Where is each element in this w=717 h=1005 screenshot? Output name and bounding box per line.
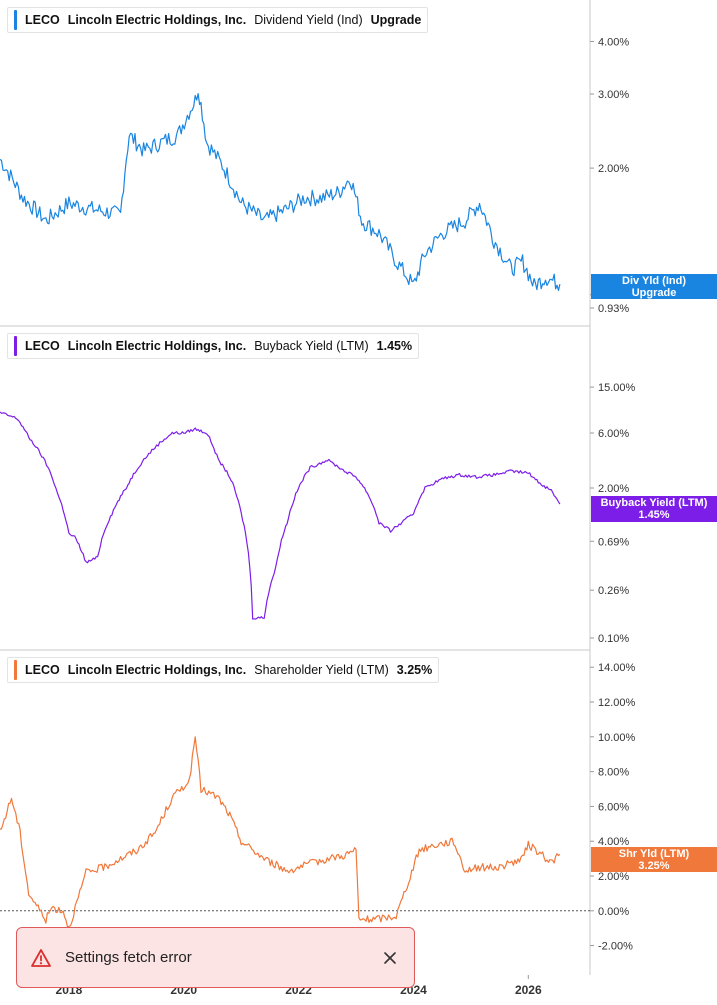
close-icon[interactable]	[382, 950, 398, 966]
toast-message: Settings fetch error	[65, 949, 192, 966]
x-tick-label: 2026	[515, 983, 542, 997]
warning-triangle-icon	[31, 948, 51, 968]
series-color-swatch	[14, 10, 17, 30]
y-tick-label: 4.00%	[598, 36, 629, 48]
y-tick-label: 12.00%	[598, 697, 636, 709]
y-tick-label: -2.00%	[598, 941, 633, 953]
y-tick-label: 0.00%	[598, 906, 629, 918]
y-tick-label: 2.00%	[598, 871, 629, 883]
legend-metric: Shareholder Yield (LTM)	[254, 663, 389, 677]
series-color-swatch	[14, 336, 17, 356]
shareholder-yield-value-tag: Shr Yld (LTM) 3.25%	[591, 847, 717, 872]
y-tick-label: 15.00%	[598, 382, 636, 394]
tag-line2: 1.45%	[638, 509, 670, 521]
legend-ticker: LECO	[25, 663, 60, 677]
buyback-yield-value-tag: Buyback Yield (LTM) 1.45%	[591, 496, 717, 522]
legend-ticker: LECO	[25, 13, 60, 27]
legend-value: Upgrade	[370, 13, 422, 27]
tag-line1: Div Yld (Ind)	[622, 274, 686, 287]
dividend-yield-value-tag: Div Yld (Ind) Upgrade	[591, 274, 717, 299]
legend-value: 3.25%	[396, 663, 433, 677]
tag-line1: Buyback Yield (LTM)	[600, 497, 708, 509]
y-tick-label: 0.26%	[598, 585, 629, 597]
legend-ticker: LECO	[25, 339, 60, 353]
series-line	[0, 93, 561, 291]
series-color-swatch	[14, 660, 17, 680]
y-tick-label: 8.00%	[598, 767, 629, 779]
buyback-yield-legend[interactable]: LECO Lincoln Electric Holdings, Inc. Buy…	[7, 333, 420, 359]
legend-value: 1.45%	[376, 339, 413, 353]
y-tick-label: 6.00%	[598, 801, 629, 813]
legend-metric: Buyback Yield (LTM)	[254, 339, 369, 353]
legend-company: Lincoln Electric Holdings, Inc.	[67, 663, 247, 677]
tag-line2: 3.25%	[638, 859, 670, 872]
y-tick-label: 0.10%	[598, 633, 629, 645]
y-tick-label: 6.00%	[598, 428, 629, 440]
y-tick-label: 0.69%	[598, 536, 629, 548]
shareholder-yield-legend[interactable]: LECO Lincoln Electric Holdings, Inc. Sha…	[7, 657, 440, 683]
legend-metric: Dividend Yield (Ind)	[254, 13, 363, 27]
y-tick-label: 14.00%	[598, 662, 636, 674]
y-tick-label: 4.00%	[598, 836, 629, 848]
legend-company: Lincoln Electric Holdings, Inc.	[67, 339, 247, 353]
y-tick-label: 0.93%	[598, 303, 629, 315]
tag-line1: Shr Yld (LTM)	[618, 847, 690, 860]
error-toast: Settings fetch error	[16, 927, 415, 988]
y-tick-label: 2.00%	[598, 163, 629, 175]
y-tick-label: 2.00%	[598, 483, 629, 495]
y-tick-label: 10.00%	[598, 732, 636, 744]
series-line	[0, 411, 561, 620]
series-line	[0, 736, 561, 928]
dividend-yield-legend[interactable]: LECO Lincoln Electric Holdings, Inc. Div…	[7, 7, 429, 33]
tag-line2: Upgrade	[631, 286, 677, 299]
y-tick-label: 3.00%	[598, 89, 629, 101]
legend-company: Lincoln Electric Holdings, Inc.	[67, 13, 247, 27]
